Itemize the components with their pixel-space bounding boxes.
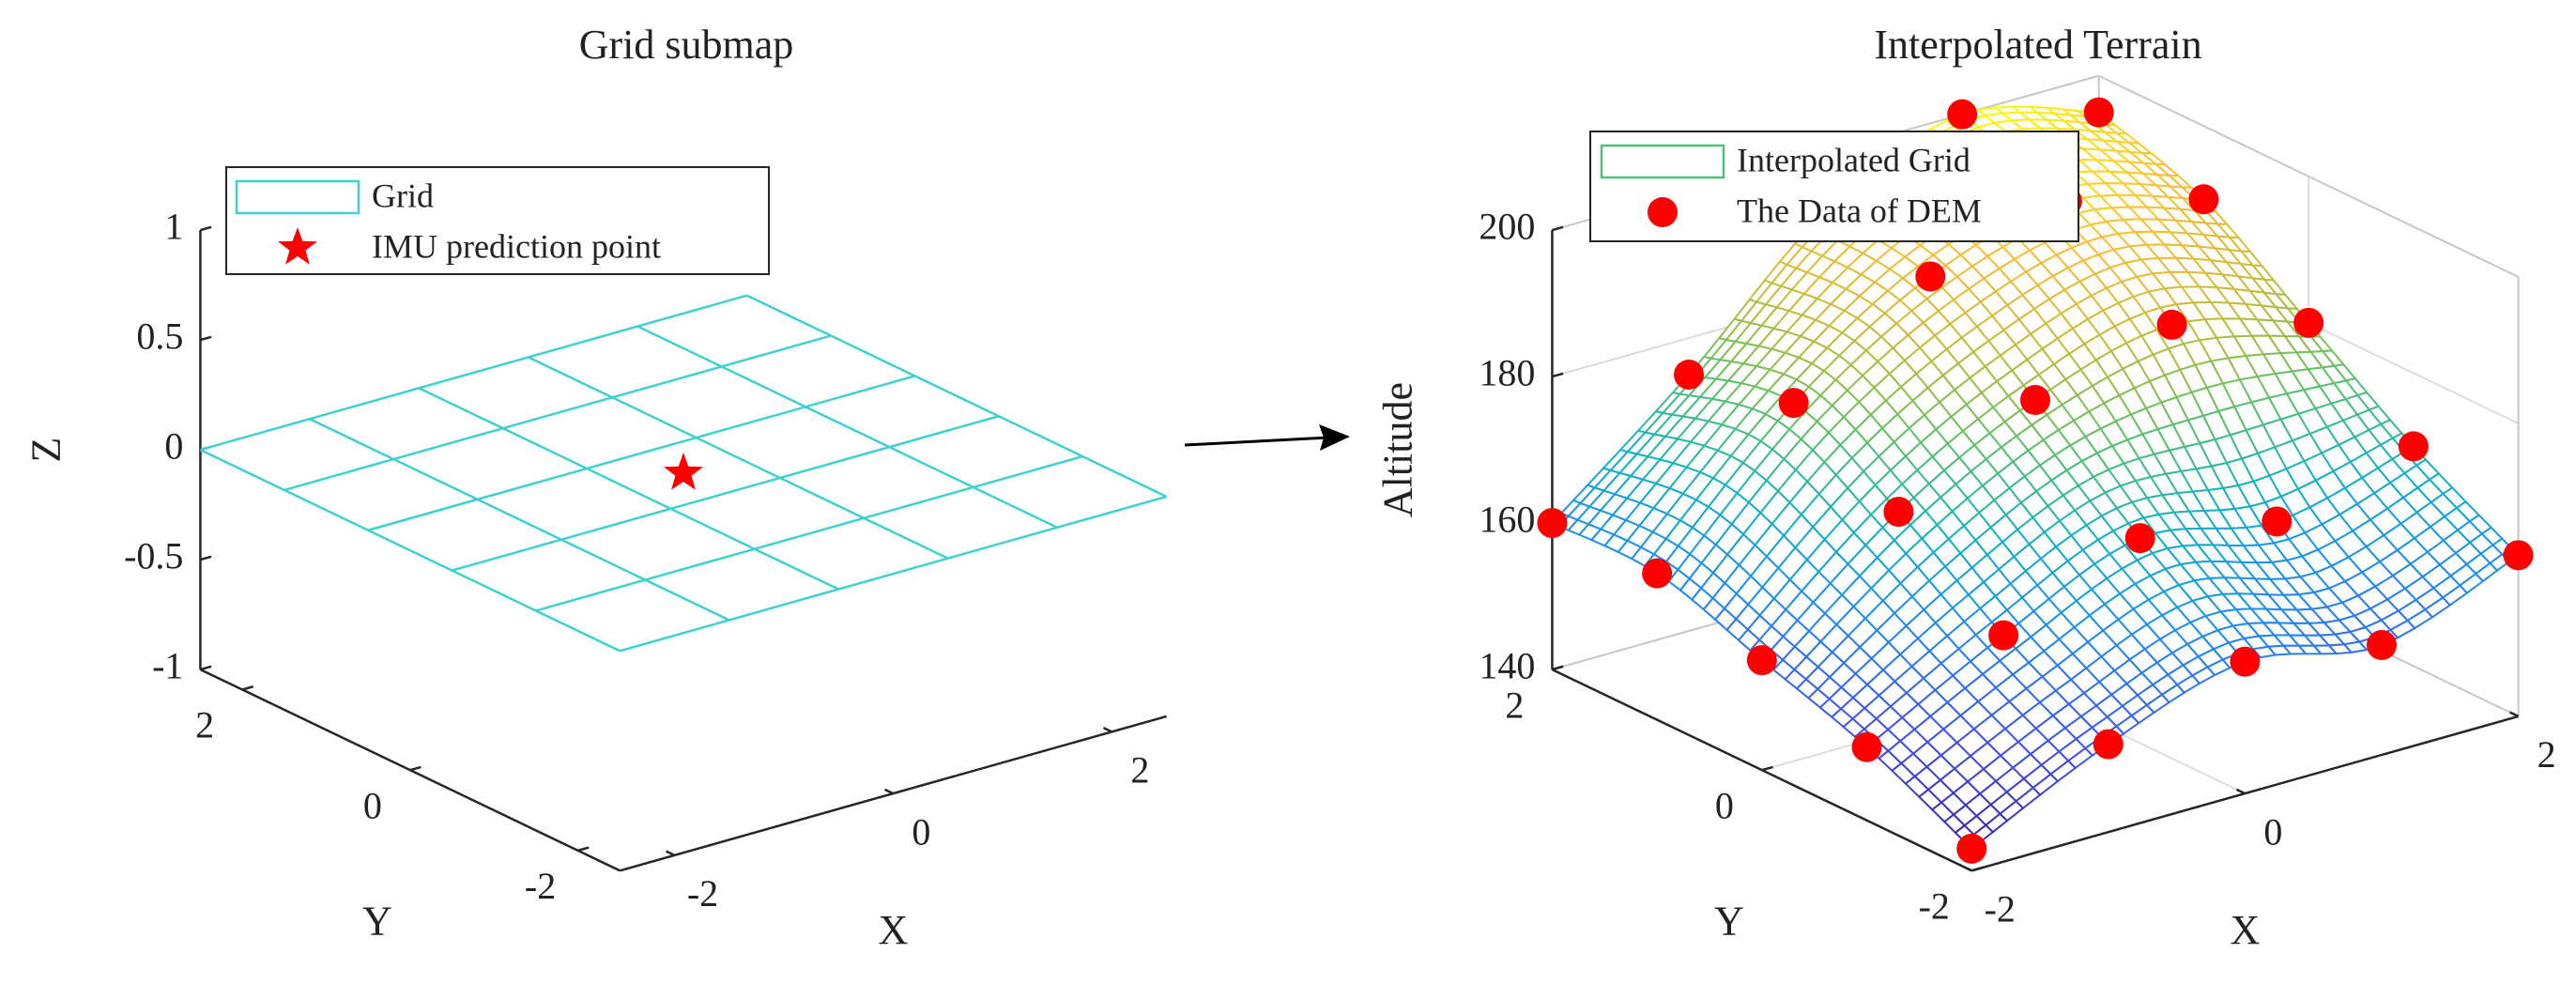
dem-point	[1537, 508, 1568, 539]
z-tick-label: -0.5	[124, 534, 183, 577]
grid-mesh-line	[528, 356, 949, 560]
grid-mesh-line	[367, 375, 915, 531]
y-axis	[199, 668, 621, 872]
x-tick-label: -2	[687, 872, 718, 915]
legend-swatch	[278, 227, 317, 265]
y-axis-label: Y	[1714, 898, 1744, 944]
grid-mesh-line	[309, 418, 730, 622]
x-tick	[2235, 788, 2246, 795]
dem-point	[2503, 540, 2534, 571]
z-tick-label: -1	[152, 644, 183, 686]
x-axis-label: X	[879, 907, 909, 953]
dem-point	[2093, 729, 2124, 760]
z-axis-label: Altitude	[1375, 382, 1421, 517]
grid-mesh-line	[418, 387, 839, 591]
grid-mesh-line	[619, 495, 1167, 653]
z-tick-label: 140	[1479, 644, 1535, 686]
dem-point	[1674, 359, 1705, 390]
z-tick	[200, 555, 212, 561]
z-tick	[200, 225, 212, 232]
dem-point	[1778, 388, 1809, 419]
legend-label: Grid	[372, 177, 434, 214]
box-edge	[2098, 74, 2520, 278]
y-tick-label: 2	[195, 704, 214, 746]
z-tick-label: 180	[1479, 351, 1535, 393]
y-tick-label: -2	[1919, 884, 1950, 927]
x-tick	[883, 788, 894, 795]
z-tick-label: 1	[164, 205, 183, 247]
legend-box	[225, 166, 770, 275]
grid-mesh-line	[746, 294, 1168, 499]
y-tick	[1761, 765, 1773, 772]
y-tick	[409, 765, 422, 772]
arrow-head	[1319, 424, 1350, 451]
y-axis-label: Y	[362, 898, 392, 944]
legend-label: Interpolated Grid	[1737, 141, 1970, 178]
grid-mesh-line	[200, 294, 748, 452]
x-tick-label: 2	[2538, 733, 2556, 776]
x-tick	[666, 850, 676, 856]
x-tick-label: -2	[1985, 887, 2016, 930]
chart-title: Interpolated Terrain	[1874, 22, 2201, 68]
plots: Grid submap -2 0 2 -2 0 2 -1 -0.5 0 0.5 1 X Y Z Grid IMU…	[23, 22, 2556, 953]
dem-point	[1746, 645, 1777, 676]
z-tick	[1552, 225, 1564, 232]
z-tick-label: 0.5	[136, 315, 183, 357]
dem-point	[2156, 309, 2187, 340]
y-tick-label: 2	[1505, 684, 1524, 726]
x-tick	[2509, 711, 2520, 718]
x-tick-label: 2	[1130, 749, 1149, 792]
legend-swatch	[235, 179, 360, 215]
dem-point	[1915, 261, 1946, 292]
z-tick	[1552, 372, 1564, 378]
grid-mesh-line	[199, 448, 621, 653]
y-tick	[577, 846, 590, 853]
z-tick-label: 160	[1479, 498, 1535, 540]
legend-swatch	[1648, 197, 1678, 227]
y-tick	[241, 685, 254, 691]
dem-point	[1642, 558, 1673, 589]
legend-swatch	[1600, 144, 1725, 179]
x-tick	[1962, 865, 1972, 872]
x-tick-label: 0	[2263, 810, 2282, 853]
dem-point	[1851, 731, 1882, 762]
legend-label: IMU prediction point	[372, 227, 661, 265]
dem-point	[2083, 97, 2114, 128]
dem-point	[1988, 620, 2019, 651]
dem-point	[1956, 833, 1987, 864]
y-tick-label: 0	[1715, 784, 1734, 826]
dem-point	[2230, 646, 2261, 677]
z-tick	[1552, 665, 1564, 671]
grid-mesh-line	[452, 415, 1000, 572]
y-tick-label: 0	[363, 784, 382, 826]
z-tick-label: 200	[1479, 205, 1535, 247]
legend-label: The Data of DEM	[1737, 192, 1982, 229]
x-axis-label: X	[2231, 907, 2261, 953]
dem-point	[2188, 184, 2219, 215]
arrow-shaft	[1184, 436, 1329, 447]
grid-mesh-line	[535, 454, 1083, 612]
dem-point	[2020, 385, 2050, 415]
imu-point	[664, 453, 703, 490]
dem-point	[2293, 307, 2324, 338]
dem-point	[2366, 630, 2397, 661]
dem-point	[2262, 506, 2292, 537]
z-axis-label: Z	[23, 438, 69, 463]
dem-point	[2124, 523, 2155, 554]
y-tick	[1970, 866, 1984, 872]
chart-title: Grid submap	[579, 22, 794, 68]
z-tick	[200, 665, 212, 671]
x-tick-label: 0	[912, 810, 930, 853]
grid-mesh-line	[636, 325, 1058, 529]
dem-point	[1883, 497, 1914, 528]
dem-point	[1947, 99, 1978, 130]
x-tick	[1102, 726, 1112, 733]
z-tick	[200, 335, 212, 342]
z-tick-label: 0	[164, 424, 183, 467]
y-tick-label: -2	[525, 865, 556, 907]
dem-point	[2398, 431, 2429, 462]
grid-mesh-line	[284, 334, 832, 492]
